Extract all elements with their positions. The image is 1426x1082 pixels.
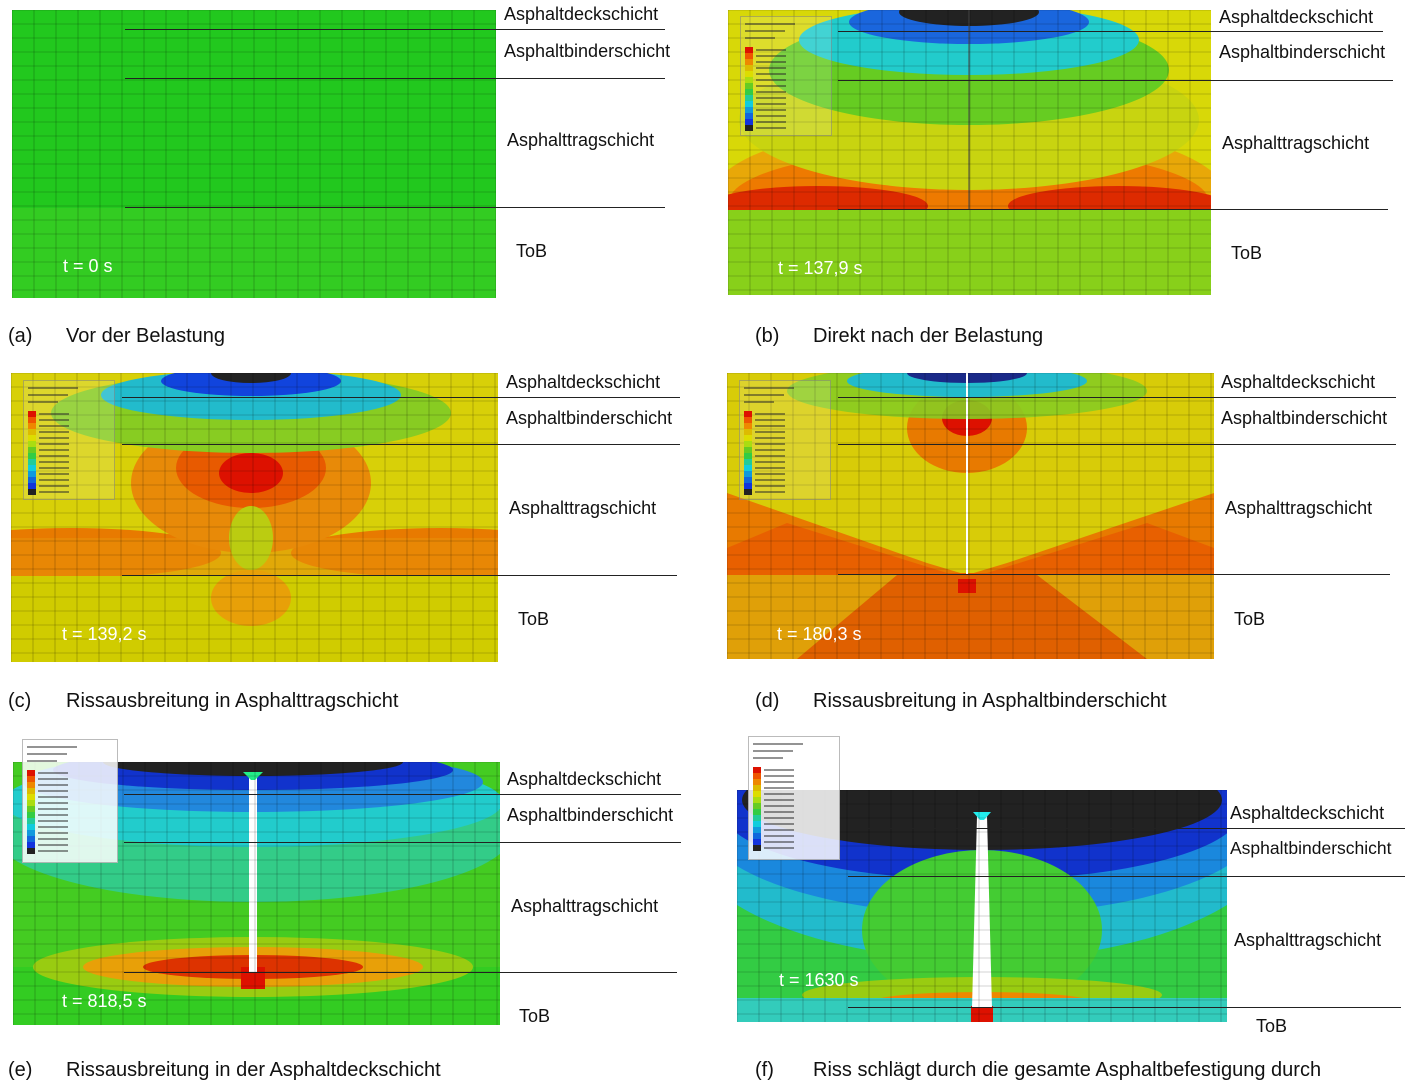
- caption-text-a: Vor der Belastung: [66, 325, 225, 347]
- label-binder-e: Asphaltbinderschicht: [507, 805, 674, 825]
- time-f: t = 1630 s: [779, 970, 859, 990]
- label-tob-c: ToB: [518, 609, 550, 629]
- label-deck-f: Asphaltdeckschicht: [1230, 803, 1385, 823]
- legend-b: [740, 16, 832, 136]
- caption-a: (a) Vor der Belastung: [8, 325, 225, 348]
- fem-plot-d: [727, 373, 1214, 659]
- caption-tag-f: (f): [755, 1059, 774, 1081]
- legend-f: [748, 736, 840, 860]
- caption-d: (d) Rissausbreitung in Asphaltbinderschic…: [755, 690, 1167, 713]
- label-deck-e: Asphaltdeckschicht: [507, 769, 662, 789]
- caption-f: (f) Riss schlägt durch die gesamte Asphal…: [755, 1059, 1321, 1082]
- label-trag-b: Asphalttragschicht: [1222, 133, 1370, 153]
- label-trag-d: Asphalttragschicht: [1225, 498, 1373, 518]
- time-a: t = 0 s: [63, 256, 113, 276]
- label-tob-a: ToB: [516, 241, 548, 261]
- label-binder-b: Asphaltbinderschicht: [1219, 42, 1386, 62]
- caption-text-f: Riss schlägt durch die gesamte Asphaltbe…: [813, 1059, 1322, 1081]
- caption-text-e: Rissausbreitung in der Asphaltdeckschich…: [66, 1059, 441, 1081]
- caption-tag-e: (e): [8, 1059, 33, 1081]
- label-binder-a: Asphaltbinderschicht: [504, 41, 671, 61]
- fem-plot-e: [13, 762, 500, 1025]
- label-tob-d: ToB: [1234, 609, 1266, 629]
- time-b: t = 137,9 s: [778, 258, 863, 278]
- legend-d: [739, 380, 831, 500]
- legend-c: [23, 380, 115, 500]
- label-binder-f: Asphaltbinderschicht: [1230, 838, 1392, 858]
- label-tob-e: ToB: [519, 1006, 551, 1026]
- caption-text-b: Direkt nach der Belastung: [813, 325, 1044, 347]
- label-binder-d: Asphaltbinderschicht: [1221, 408, 1388, 428]
- caption-tag-a: (a): [8, 325, 33, 347]
- caption-tag-c: (c): [8, 690, 32, 712]
- caption-text-d: Rissausbreitung in Asphaltbinderschicht: [813, 690, 1167, 712]
- caption-c: (c) Rissausbreitung in Asphalttragschicht: [8, 690, 398, 713]
- label-trag-a: Asphalttragschicht: [507, 130, 655, 150]
- time-c: t = 139,2 s: [62, 624, 147, 644]
- fem-plot-b: [728, 10, 1211, 295]
- label-tob-b: ToB: [1231, 243, 1263, 263]
- time-d: t = 180,3 s: [777, 624, 862, 644]
- label-binder-c: Asphaltbinderschicht: [506, 408, 673, 428]
- label-deck-b: Asphaltdeckschicht: [1219, 7, 1374, 27]
- fem-plot-a: [12, 10, 496, 298]
- label-trag-e: Asphalttragschicht: [511, 896, 659, 916]
- time-e: t = 818,5 s: [62, 991, 147, 1011]
- caption-b: (b) Direkt nach der Belastung: [755, 325, 1043, 348]
- label-deck-a: Asphaltdeckschicht: [504, 4, 659, 24]
- caption-tag-b: (b): [755, 325, 780, 347]
- caption-text-c: Rissausbreitung in Asphalttragschicht: [66, 690, 399, 712]
- label-tob-f: ToB: [1256, 1016, 1288, 1036]
- caption-e: (e) Rissausbreitung in der Asphaltdecksch…: [8, 1059, 441, 1082]
- label-deck-d: Asphaltdeckschicht: [1221, 372, 1376, 392]
- label-trag-f: Asphalttragschicht: [1234, 930, 1382, 950]
- fem-plot-c: [11, 373, 498, 662]
- label-trag-c: Asphalttragschicht: [509, 498, 657, 518]
- caption-tag-d: (d): [755, 690, 780, 712]
- label-deck-c: Asphaltdeckschicht: [506, 372, 661, 392]
- legend-e: [22, 739, 118, 863]
